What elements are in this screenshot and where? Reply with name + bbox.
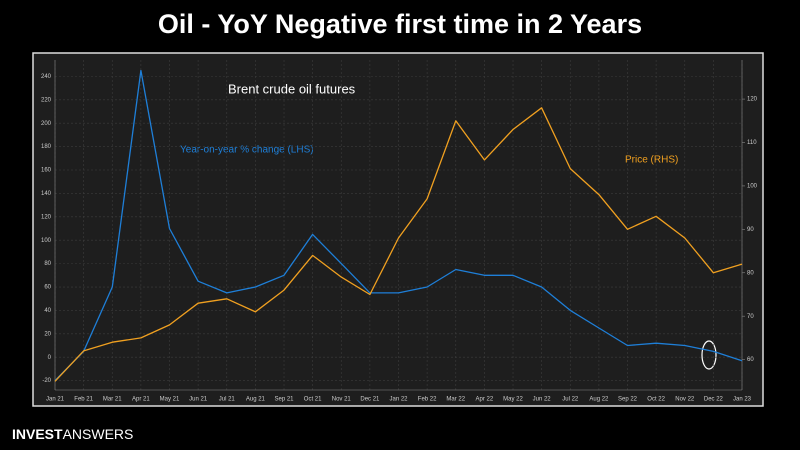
x-tick-label: Sep 21: [274, 397, 294, 403]
y-tick-label: 220: [41, 97, 52, 103]
x-tick-label: Oct 21: [304, 397, 322, 403]
chart-frame: [32, 52, 764, 407]
x-tick-label: Sep 22: [618, 397, 638, 403]
y-tick-label: 120: [41, 214, 52, 220]
y2-tick-label: 120: [747, 97, 758, 103]
y-tick-label: 20: [44, 331, 51, 337]
x-tick-label: Aug 21: [246, 397, 266, 403]
x-tick-label: Mar 21: [103, 397, 122, 403]
y2-tick-label: 100: [747, 183, 758, 189]
y-tick-label: 160: [41, 168, 52, 174]
y-tick-label: 240: [41, 74, 52, 80]
x-tick-label: May 22: [503, 397, 523, 403]
x-tick-label: Jul 21: [219, 397, 236, 403]
chart-annotation: Brent crude oil futures: [228, 81, 356, 96]
x-tick-label: Jul 22: [562, 397, 579, 403]
y-tick-label: 80: [44, 261, 51, 267]
x-tick-label: Dec 22: [704, 397, 724, 403]
x-tick-label: Nov 22: [675, 397, 695, 403]
x-tick-label: Mar 22: [446, 397, 465, 403]
y-tick-label: 140: [41, 191, 52, 197]
series-line: [54, 107, 743, 382]
y-tick-label: 100: [41, 238, 52, 244]
y-tick-label: 200: [41, 121, 52, 127]
x-tick-label: Jan 21: [46, 397, 65, 403]
x-tick-label: Feb 21: [74, 397, 93, 403]
slide-title: Oil - YoY Negative first time in 2 Years: [158, 9, 642, 39]
x-tick-label: Dec 21: [360, 397, 380, 403]
x-tick-label: Aug 22: [589, 397, 609, 403]
y2-tick-label: 90: [747, 227, 754, 233]
x-tick-label: Apr 22: [476, 397, 494, 403]
brand: INVESTANSWERS: [12, 426, 133, 442]
y-tick-label: 40: [44, 308, 51, 314]
x-tick-label: Apr 21: [132, 397, 150, 403]
x-tick-label: Nov 21: [332, 397, 352, 403]
y-tick-label: 180: [41, 144, 52, 150]
x-tick-label: Oct 22: [647, 397, 665, 403]
y-tick-label: 0: [48, 355, 52, 361]
x-tick-label: Jan 22: [389, 397, 408, 403]
x-tick-label: Feb 22: [418, 397, 437, 403]
y-tick-label: -20: [42, 378, 51, 384]
y2-tick-label: 110: [747, 140, 757, 146]
brand-second: ANSWERS: [63, 426, 134, 442]
x-tick-label: May 21: [160, 397, 180, 403]
highlight-circle: [701, 340, 717, 370]
legend-entry: Price (RHS): [625, 155, 678, 166]
y2-tick-label: 60: [747, 357, 754, 363]
x-tick-label: Jun 21: [189, 397, 208, 403]
x-tick-label: Jun 22: [533, 397, 552, 403]
brand-first: INVEST: [12, 426, 63, 442]
series-line: [54, 69, 743, 382]
y2-tick-label: 80: [747, 270, 754, 276]
y2-tick-label: 70: [747, 314, 754, 320]
x-tick-label: Jan 23: [733, 397, 752, 403]
legend-entry: Year-on-year % change (LHS): [180, 145, 314, 156]
y-tick-label: 60: [44, 285, 51, 291]
